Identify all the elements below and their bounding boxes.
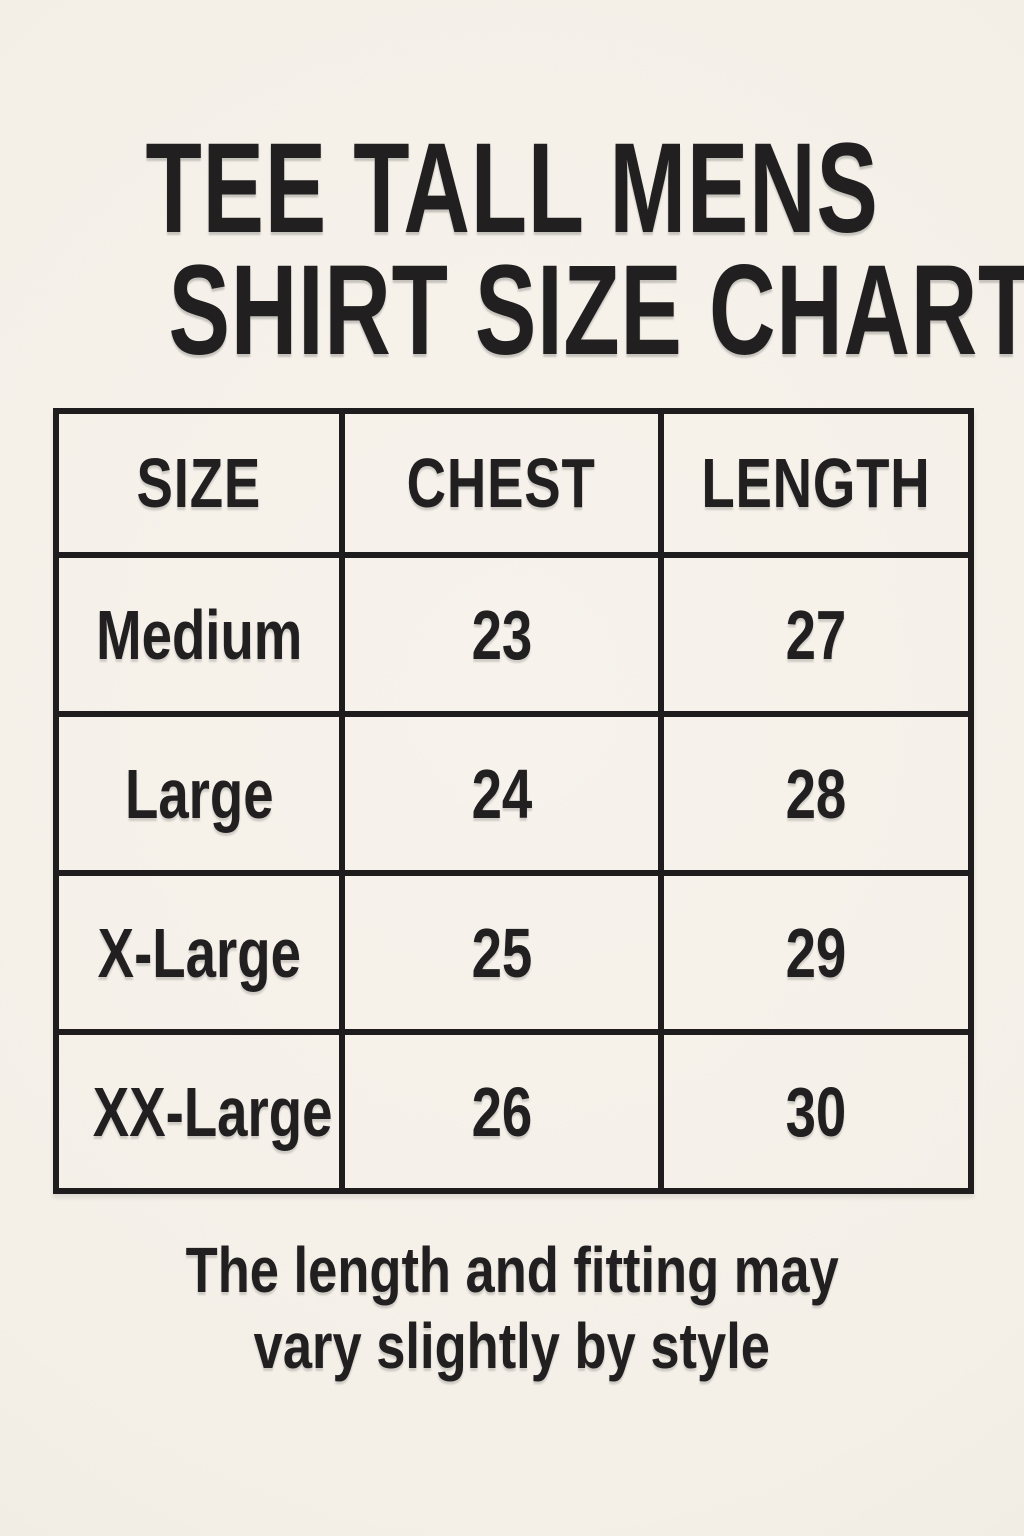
page-title-line-1: TEE TALL MENS	[145, 117, 879, 260]
cell-chest: 23	[339, 552, 664, 717]
page-title: TEE TALL MENS SHIRT SIZE CHART	[0, 117, 1024, 382]
column-header-length: LENGTH	[658, 408, 974, 558]
table-row-medium: Medium 23 27	[53, 552, 974, 717]
table-header-row: SIZE CHEST LENGTH	[53, 408, 974, 558]
size-chart-table: SIZE CHEST LENGTH Medium 23 27	[53, 408, 974, 1194]
column-header-chest: CHEST	[339, 408, 664, 558]
footer-note: The length and fitting may vary slightly…	[0, 1232, 1024, 1384]
cell-length: 29	[658, 870, 974, 1035]
cell-chest: 24	[339, 711, 664, 876]
cell-size: Medium	[53, 552, 345, 717]
column-header-size: SIZE	[53, 408, 345, 558]
table-row-x-large: X-Large 25 29	[53, 870, 974, 1035]
cell-length: 27	[658, 552, 974, 717]
table-row-xx-large: XX-Large 26 30	[53, 1029, 974, 1194]
table-row-large: Large 24 28	[53, 711, 974, 876]
cell-length: 28	[658, 711, 974, 876]
cell-chest: 25	[339, 870, 664, 1035]
cell-size: XX-Large	[53, 1029, 345, 1194]
footer-note-line-2: vary slightly by style	[253, 1310, 771, 1382]
cell-length: 30	[658, 1029, 974, 1194]
page-title-line-2: SHIRT SIZE CHART	[168, 239, 1024, 382]
footer-note-line-1: The length and fitting may	[185, 1234, 839, 1306]
cell-size: Large	[53, 711, 345, 876]
cell-size: X-Large	[53, 870, 345, 1035]
cell-chest: 26	[339, 1029, 664, 1194]
